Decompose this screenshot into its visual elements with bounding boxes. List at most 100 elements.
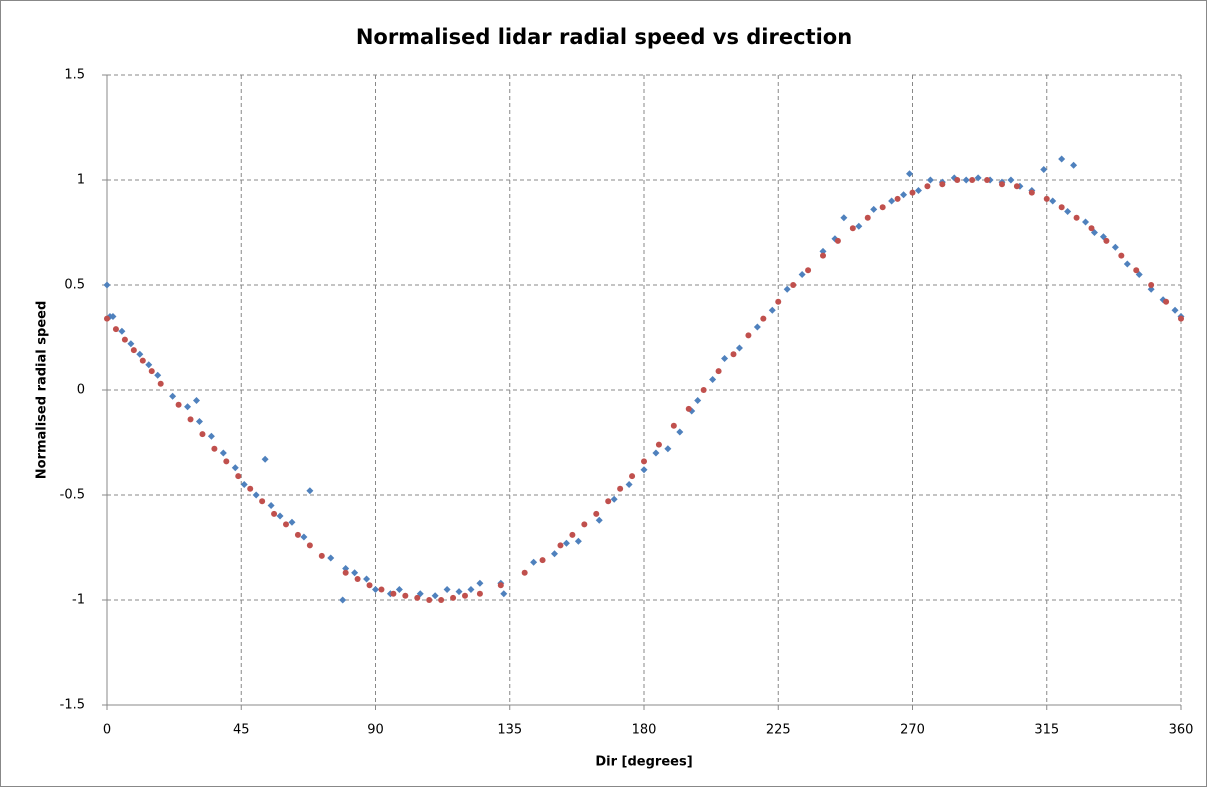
point [211,445,218,452]
x-tick-label: 135 [497,723,522,738]
point [939,181,946,188]
point [1171,306,1179,314]
point [130,347,137,354]
point [103,281,111,289]
chart-title: Normalised lidar radial speed vs directi… [356,25,852,49]
point [1049,197,1057,205]
point [1133,267,1140,274]
point [378,586,385,593]
point [145,361,153,369]
point [1043,195,1050,202]
point [629,473,636,480]
point [562,539,570,547]
point [207,432,215,440]
point [984,177,991,183]
point [366,582,373,589]
point [235,473,242,480]
x-tick-label: 0 [103,723,111,738]
point [187,416,194,423]
point [641,458,647,465]
point [557,542,564,549]
point [954,177,961,183]
point [676,428,684,436]
point [109,313,117,320]
point [462,592,468,599]
point [402,592,409,599]
point [625,481,633,488]
point [363,575,371,583]
point [112,326,119,333]
point [617,485,624,492]
point [431,592,439,600]
point [1178,315,1184,322]
point [820,252,826,259]
point [252,491,260,499]
point [372,586,379,593]
point [395,586,403,593]
point [760,315,767,322]
point [283,521,289,528]
point [1148,282,1155,288]
point [195,418,203,425]
point [610,495,618,503]
point [593,510,600,517]
point [443,586,451,593]
point [1007,176,1015,184]
point [139,357,146,364]
point [271,510,278,517]
y-tick-label: 1.5 [64,68,85,83]
point [497,582,504,589]
point [655,441,662,448]
point [906,170,914,178]
point [753,323,761,331]
x-tick-label: 180 [632,723,657,738]
point [1163,298,1170,305]
point [551,550,558,558]
point [1123,260,1131,268]
point [783,285,791,293]
point [1147,285,1155,293]
point [605,498,612,505]
point [709,376,717,383]
y-tick-label: 0.5 [64,278,85,293]
point [900,191,908,199]
point [652,449,660,457]
x-tick-label: 360 [1169,723,1194,738]
x-tick-label: 45 [233,723,250,738]
point [127,340,135,348]
y-axis-title: Normalised radial speed [35,301,50,480]
point [864,214,871,221]
point [390,590,397,597]
point [169,392,177,400]
point [962,176,970,184]
point [790,282,797,288]
point [1058,204,1065,211]
point [569,531,576,538]
point [640,466,648,474]
point [306,542,313,549]
point [798,271,806,278]
x-tick-label: 270 [900,723,925,738]
point [999,181,1005,188]
point [231,464,239,472]
point [924,183,931,190]
point [539,557,546,564]
point [342,569,349,576]
point [327,554,335,562]
point [223,458,230,465]
point [1088,225,1095,232]
point [670,422,677,429]
point [914,187,922,194]
point [148,368,155,375]
point [175,401,182,408]
point [426,597,433,603]
x-tick-label: 90 [367,723,384,738]
point [450,594,457,601]
point [339,596,347,604]
point [1118,252,1125,259]
point [240,481,248,488]
point [700,387,707,393]
